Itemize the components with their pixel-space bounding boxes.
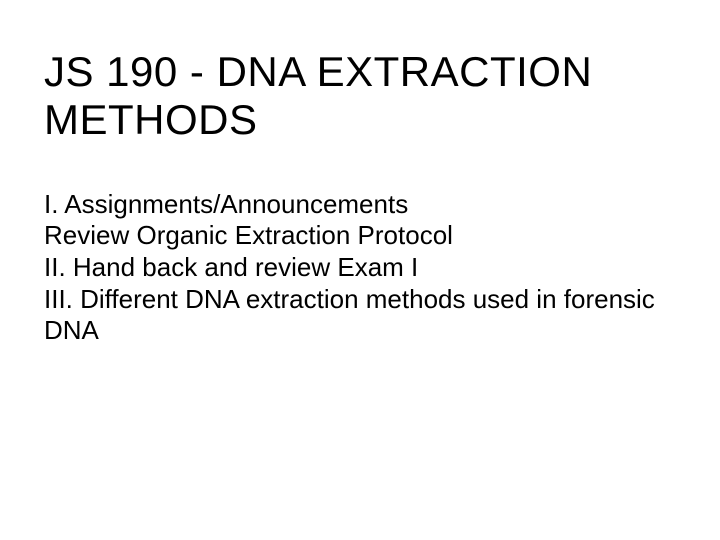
body-line: I. Assignments/Announcements xyxy=(44,189,676,221)
body-line: III. Different DNA extraction methods us… xyxy=(44,284,676,347)
body-line: II. Hand back and review Exam I xyxy=(44,252,676,284)
body-line: Review Organic Extraction Protocol xyxy=(44,220,676,252)
slide-title: JS 190 - DNA EXTRACTION METHODS xyxy=(44,48,676,145)
slide-body: I. Assignments/Announcements Review Orga… xyxy=(44,189,676,348)
